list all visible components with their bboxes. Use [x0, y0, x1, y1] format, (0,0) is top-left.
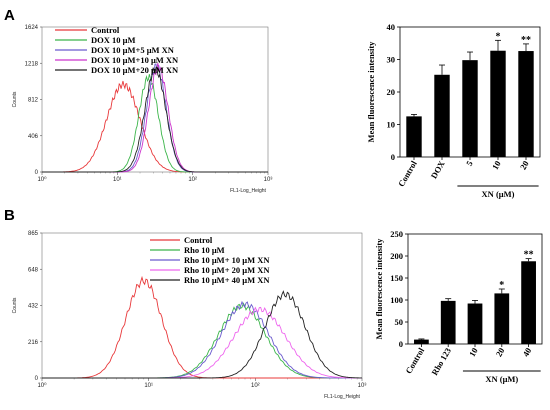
bar-4 — [490, 50, 506, 157]
bar-category-label-5: 40 — [520, 346, 533, 358]
bar-category-label-5: 20 — [518, 159, 531, 171]
bar-y-tick-label: 0 — [391, 152, 395, 162]
histogram-curve-1 — [42, 275, 362, 379]
histogram-curve-5 — [42, 66, 268, 173]
bar-category-label-2: Rho 123 — [429, 346, 453, 377]
y-tick-label: 648 — [28, 267, 39, 273]
bar-y-tick-label: 40 — [387, 22, 396, 32]
legend-label-5: DOX 10 μM+20 μM XN — [91, 65, 179, 75]
bar-y-tick-label: 30 — [387, 55, 396, 65]
histogram-curve-4 — [42, 306, 363, 379]
bar-3 — [467, 303, 483, 344]
x-tick-label: 10¹ — [144, 383, 153, 389]
x-tick-label: 10³ — [358, 383, 367, 389]
histogram-curve-1 — [42, 80, 268, 173]
bar-5 — [518, 51, 534, 157]
bar-chart-b: 0 50 100 150 200 250 Mean fluorescence intensi… — [374, 229, 543, 384]
bar-category-label-2: DOX — [429, 158, 448, 180]
legend-label-4: DOX 10 μM+10 μM XN — [91, 55, 179, 65]
bar-y-tick-label: 200 — [390, 251, 403, 261]
x-tick-label: 10¹ — [113, 177, 122, 183]
bar-1 — [406, 116, 422, 157]
bar-y-axis-label: Mean fluorescence intensity — [366, 41, 376, 143]
legend-label-5: Rho 10 μM+ 40 μM XN — [184, 275, 270, 285]
y-tick-label: 1218 — [25, 61, 39, 67]
panel-label-b: B — [4, 207, 15, 224]
significance-mark-5: ** — [521, 35, 531, 46]
significance-mark-5: ** — [524, 250, 534, 261]
bar-3 — [462, 60, 478, 157]
bar-y-axis-label: Mean fluorescence intensity — [374, 238, 384, 340]
bar-1 — [414, 339, 429, 344]
y-tick-label: 432 — [28, 304, 39, 310]
legend-label-3: Rho 10 μM+ 10 μM XN — [184, 255, 270, 265]
bar-4 — [494, 293, 510, 344]
significance-mark-4: * — [496, 31, 501, 42]
bar-category-label-3: 5 — [464, 159, 475, 168]
histogram-a: 0 406 812 1218 1624 10⁰ 10¹ 10² 10³ Counts FL1-Log… — [12, 25, 272, 194]
bar-category-label-4: 10 — [490, 159, 503, 171]
legend-label-4: Rho 10 μM+ 20 μM XN — [184, 265, 270, 275]
x-tick-label: 10² — [188, 177, 197, 183]
legend-label-3: DOX 10 μM+5 μM XN — [91, 45, 175, 55]
x-tick-label: 10⁰ — [37, 176, 47, 183]
y-tick-label: 0 — [35, 376, 39, 382]
bar-category-label-3: 10 — [467, 346, 480, 358]
y-axis-label: Counts — [12, 297, 18, 313]
histogram-curve-3 — [42, 300, 362, 379]
bar-y-tick-label: 20 — [387, 87, 396, 97]
histogram-curve-4 — [42, 63, 268, 173]
bar-y-tick-label: 250 — [390, 229, 403, 239]
bar-y-tick-label: 10 — [387, 120, 396, 130]
histogram-curve-5 — [42, 290, 363, 379]
histogram-b: 0 216 432 648 865 10⁰ 10¹ 10² 10³ Counts FL1-Log_H… — [12, 231, 366, 400]
y-tick-label: 406 — [28, 134, 39, 140]
x-tick-label: 10² — [251, 383, 260, 389]
bar-category-label-1: Control — [403, 345, 426, 375]
bar-y-tick-label: 100 — [390, 295, 403, 305]
bar-2 — [440, 300, 456, 344]
panel-label-a: A — [4, 7, 15, 24]
histogram-curve-2 — [42, 302, 362, 379]
y-tick-label: 812 — [28, 98, 39, 104]
bar-chart-a: 0 10 20 30 40 Mean fluorescence intensity Cont… — [366, 22, 541, 199]
bar-5 — [521, 261, 536, 344]
legend-label-1: Control — [91, 25, 120, 35]
y-axis-label: Counts — [12, 91, 18, 107]
group-label: XN (μM) — [485, 374, 518, 384]
y-tick-label: 216 — [28, 340, 39, 346]
bar-2 — [434, 74, 450, 157]
significance-mark-4: * — [499, 280, 504, 291]
group-label: XN (μM) — [482, 189, 515, 199]
x-axis-label: FL1-Log_Height — [230, 188, 266, 194]
bar-y-tick-label: 50 — [395, 317, 404, 327]
bar-y-tick-label: 150 — [390, 273, 403, 283]
y-tick-label: 865 — [28, 231, 39, 237]
x-tick-label: 10⁰ — [37, 382, 47, 389]
bar-y-tick-label: 0 — [399, 339, 403, 349]
bar-category-label-4: 20 — [494, 346, 507, 358]
legend-label-1: Control — [184, 235, 213, 245]
legend-label-2: Rho 10 μM — [184, 245, 225, 255]
x-tick-label: 10³ — [264, 177, 273, 183]
y-tick-label: 0 — [35, 170, 39, 176]
bar-category-label-1: Control — [396, 158, 419, 188]
y-tick-label: 1624 — [25, 25, 39, 31]
legend-label-2: DOX 10 μM — [91, 35, 135, 45]
x-axis-label: FL1-Log_Height — [324, 394, 360, 400]
histogram-curve-3 — [42, 63, 268, 173]
